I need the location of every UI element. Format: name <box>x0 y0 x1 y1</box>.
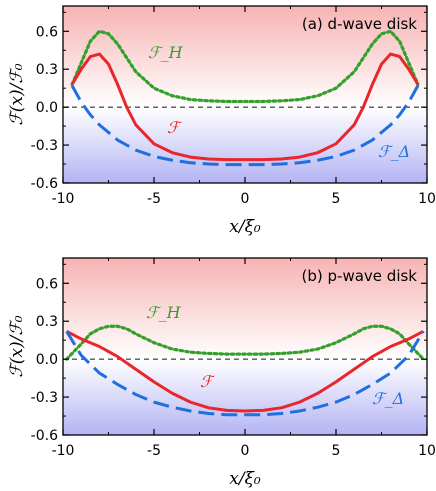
series-label-2: ℱ_Δ <box>378 142 410 161</box>
x-tick-label: 5 <box>332 191 341 207</box>
y-tick-label: -0.6 <box>31 176 58 192</box>
y-tick-label: -0.3 <box>31 390 58 406</box>
y-tick-label: 0.3 <box>36 62 58 78</box>
panel-a: ℱ_H ℱ ℱ_Δ -10 -5 0 5 10 -0.6 -0.3 0.0 0.3 0.6 (a) d-w… <box>7 5 436 237</box>
x-tick-label: 10 <box>418 443 436 459</box>
y-tick-label: -0.6 <box>31 428 58 444</box>
series-line-1 <box>70 52 420 162</box>
series-line-0 <box>70 29 420 104</box>
series-line-0 <box>65 324 425 361</box>
y-tick-label: 0.0 <box>36 100 58 116</box>
series-label-2: ℱ_Δ <box>372 389 404 408</box>
x-tick-label: 5 <box>332 443 341 459</box>
x-tick-label: 10 <box>418 191 436 207</box>
series-label-0: ℱ_H <box>146 303 182 322</box>
y-tick-label: 0.6 <box>36 24 58 40</box>
y-tick-label: -0.3 <box>31 138 58 154</box>
y-axis-label: ℱ(x)/ℱ₀ <box>7 315 27 377</box>
x-tick-label: 0 <box>241 191 250 207</box>
panel-label: (a) d-wave disk <box>302 15 417 33</box>
panel-label: (b) p-wave disk <box>302 267 418 285</box>
y-tick-label: 0.3 <box>36 314 58 330</box>
series-label-0: ℱ_H <box>148 43 184 62</box>
series-label-1: ℱ <box>200 372 216 391</box>
x-tick-label: -10 <box>52 443 75 459</box>
x-tick-label: 0 <box>241 443 250 459</box>
y-tick-label: 0.0 <box>36 352 58 368</box>
y-axis-label: ℱ(x)/ℱ₀ <box>7 63 27 125</box>
x-tick-label: -5 <box>147 443 161 459</box>
x-tick-label: -10 <box>52 191 75 207</box>
x-axis-label: x/ξ₀ <box>229 469 261 489</box>
x-tick-label: -5 <box>147 191 161 207</box>
series-line-1 <box>65 329 425 413</box>
series-line-2 <box>65 330 425 417</box>
x-axis-label: x/ξ₀ <box>229 217 261 237</box>
plot-background <box>63 6 427 183</box>
y-tick-label: 0.6 <box>36 276 58 292</box>
series-label-1: ℱ <box>167 118 183 137</box>
panel-b: ℱ_H ℱ ℱ_Δ -10 -5 0 5 10 -0.6 -0.3 0.0 0.3 0.6 (b) p-w… <box>7 257 436 489</box>
plot-background <box>63 258 427 435</box>
